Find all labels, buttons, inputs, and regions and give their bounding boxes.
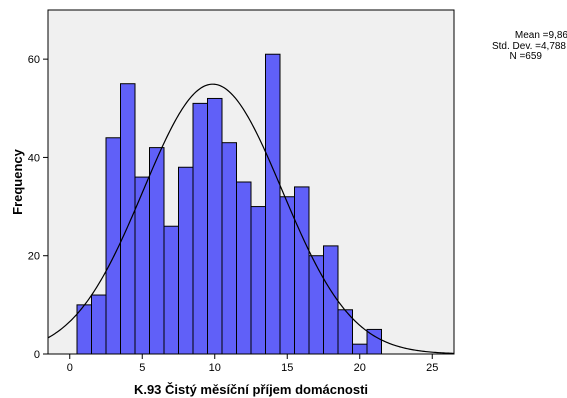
x-tick-label: 25	[426, 362, 438, 374]
y-tick-label: 20	[28, 251, 40, 263]
histogram-bar	[178, 166, 194, 355]
histogram-bar	[279, 196, 295, 355]
x-tick-label: 10	[209, 362, 221, 374]
histogram-bar	[163, 225, 179, 355]
x-tick-label: 5	[139, 362, 145, 374]
y-axis-title: Frequency	[10, 148, 25, 215]
normal-distribution-curve	[47, 83, 455, 354]
histogram-bar	[221, 142, 237, 355]
histogram-bar	[265, 53, 281, 355]
histogram-bar	[207, 97, 223, 355]
histogram-bar	[352, 343, 368, 355]
histogram-bar	[120, 83, 136, 355]
x-tick-label: 15	[281, 362, 293, 374]
x-tick-label: 0	[67, 362, 73, 374]
statistics-legend: Mean =9,86 Std. Dev. =4,788 N =659	[474, 30, 567, 63]
histogram-bar	[294, 186, 310, 355]
y-tick-label: 0	[34, 349, 40, 361]
histogram-bar	[91, 294, 107, 355]
histogram-bar	[250, 206, 266, 355]
histogram-bar	[192, 102, 208, 355]
x-axis: 0 5 10 15 20 25	[48, 353, 454, 374]
histogram-bars	[76, 53, 382, 355]
histogram-bar	[236, 181, 252, 355]
y-axis: 0 20 40 60	[28, 10, 49, 361]
y-tick-label: 40	[28, 152, 40, 164]
stat-std-dev: Std. Dev. =4,788	[491, 40, 566, 52]
histogram-bar	[149, 147, 165, 355]
stat-n: N =659	[509, 51, 542, 62]
x-tick-label: 20	[354, 362, 366, 374]
x-axis-title: K.93 Čistý měsíční příjem domácnosti	[134, 382, 368, 397]
histogram-bar	[308, 255, 324, 355]
stat-mean: Mean =9,86	[514, 30, 567, 41]
histogram-bar	[323, 245, 339, 355]
y-tick-label: 60	[28, 54, 40, 66]
